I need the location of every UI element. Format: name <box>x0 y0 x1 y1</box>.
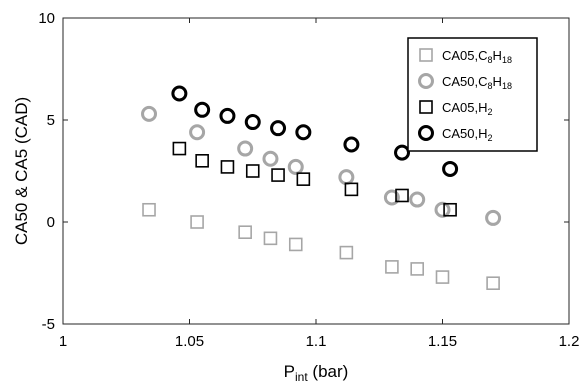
legend-label-text: CA50,C <box>442 74 488 89</box>
data-point-square <box>238 225 252 239</box>
data-point-circle <box>237 140 254 157</box>
data-point-circle <box>189 124 206 141</box>
legend-label-subscript: 18 <box>502 81 512 91</box>
x-tick-label: 1 <box>59 333 67 350</box>
data-point-circle <box>270 120 287 137</box>
legend-box <box>407 37 538 152</box>
legend-label-subscript: 8 <box>488 81 493 91</box>
legend-marker-square <box>419 100 433 114</box>
legend-label-subscript: 18 <box>502 55 512 65</box>
data-point-square <box>385 260 399 274</box>
legend-label-subscript: 2 <box>488 107 493 117</box>
x-axis-label-main: P <box>284 362 295 381</box>
data-point-circle <box>434 201 451 218</box>
legend-label-subscript: 8 <box>488 55 493 65</box>
data-marks <box>141 85 502 291</box>
data-point-circle <box>295 124 312 141</box>
y-tick-label: 5 <box>47 112 55 129</box>
data-point-circle <box>442 160 459 177</box>
x-tick-label: 1.2 <box>559 333 579 350</box>
series-square-group <box>142 202 500 291</box>
data-point-circle <box>394 144 411 161</box>
data-point-square <box>486 276 500 291</box>
legend-label: CA50,C8H18 <box>442 74 512 91</box>
data-point-circle <box>287 158 304 175</box>
data-point-square <box>271 168 285 182</box>
x-tick-label: 1.1 <box>306 333 327 350</box>
legend-label: CA05,C8H18 <box>442 48 512 65</box>
legend-marker-circle <box>418 73 434 89</box>
legend-label-text: CA05,H <box>442 100 488 115</box>
data-point-circle <box>194 101 211 118</box>
data-point-square <box>443 202 457 217</box>
data-point-square <box>190 215 204 229</box>
data-point-circle <box>141 105 158 122</box>
data-point-square <box>142 202 156 217</box>
x-tick-label: 1.15 <box>428 333 457 350</box>
data-point-circle <box>383 189 400 206</box>
series-circle-group <box>171 85 459 177</box>
data-point-circle <box>171 85 188 102</box>
data-point-circle <box>262 150 279 167</box>
data-point-circle <box>485 209 502 226</box>
data-point-square <box>344 182 359 197</box>
data-point-circle <box>219 107 236 124</box>
data-point-square <box>245 164 260 178</box>
data-point-square <box>288 237 303 252</box>
data-point-square <box>296 172 311 186</box>
y-axis-label: CA50 & CA5 (CAD) <box>12 97 31 245</box>
series-circle-group <box>141 105 502 226</box>
data-point-square <box>263 231 278 246</box>
legend-marker-square <box>419 48 433 62</box>
series-square-group <box>172 141 457 217</box>
legend-label-text: H <box>493 74 502 89</box>
legend-label-subscript: 2 <box>488 133 493 143</box>
x-axis-label: Pint (bar) <box>284 362 349 384</box>
legend-label-text: CA05,C <box>442 48 488 63</box>
axis-ticks: 1 1.05 1.1 1.15 1.2 -5 0 5 10 <box>38 10 579 350</box>
x-tick-label: 1.05 <box>175 333 204 350</box>
y-tick-label: -5 <box>42 316 55 333</box>
data-point-square <box>395 188 409 203</box>
y-tick-label: 0 <box>47 214 55 231</box>
data-point-square <box>172 141 187 156</box>
data-point-circle <box>343 136 360 153</box>
legend-label-text: CA50,H <box>442 126 488 141</box>
x-axis-label-rest: (bar) <box>308 362 349 381</box>
data-point-circle <box>244 114 261 131</box>
y-tick-label: 10 <box>38 10 55 27</box>
data-point-square <box>410 262 425 276</box>
legend-label: CA50,H2 <box>442 126 493 143</box>
x-axis-label-subscript: int <box>295 370 308 384</box>
data-point-square <box>339 245 354 260</box>
legend-label: CA05,H2 <box>442 100 493 117</box>
data-point-circle <box>409 191 426 208</box>
data-point-square <box>220 160 235 174</box>
legend-marker-circle <box>418 125 434 141</box>
legend-label-text: H <box>493 48 502 63</box>
data-point-square <box>435 270 450 284</box>
data-point-square <box>195 154 209 168</box>
